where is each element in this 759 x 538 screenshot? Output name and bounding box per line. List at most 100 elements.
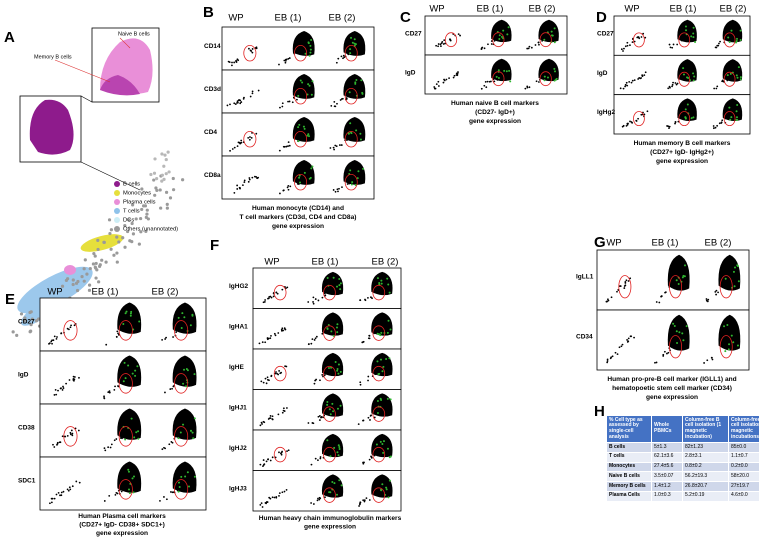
- cell-dot: [160, 179, 164, 183]
- cell-dot: [496, 79, 499, 81]
- cell-dot: [480, 87, 483, 90]
- cell-dot: [378, 329, 381, 332]
- table-cell: 3.5±0.07: [651, 471, 683, 482]
- cell-dot: [660, 295, 663, 298]
- cell-dot: [177, 328, 179, 331]
- cluster-blob: [343, 116, 366, 142]
- row-label: IgHJ2: [229, 445, 247, 452]
- cell-dot: [139, 230, 143, 234]
- cell-dot: [286, 450, 288, 453]
- highlight-circle: [118, 426, 133, 447]
- expression-dot: [338, 479, 341, 482]
- cell-dot: [365, 497, 368, 500]
- cell-dot: [103, 397, 106, 400]
- cell-dot: [363, 499, 366, 502]
- cell-dot: [609, 357, 612, 360]
- cell-dot: [483, 47, 486, 50]
- cell-dot: [312, 301, 314, 303]
- expression-dot: [309, 51, 312, 54]
- cell-dot: [236, 102, 238, 104]
- cell-dot: [175, 488, 178, 490]
- table-row: Memory B cells 1.4±1.2 26.8±20.7 27±19.7: [606, 481, 759, 492]
- highlight-circle: [372, 284, 386, 301]
- table-cell: 4.6±0.0: [728, 490, 759, 502]
- expression-dot: [388, 357, 391, 360]
- cell-dot: [182, 323, 184, 326]
- cell-dot: [103, 395, 105, 398]
- column-header: EB (1): [275, 13, 302, 24]
- expression-dot: [349, 122, 352, 125]
- cell-dot: [367, 416, 370, 419]
- cell-dot: [328, 494, 331, 496]
- cell-dot: [185, 427, 188, 430]
- expression-dot: [349, 48, 352, 51]
- expression-dot: [692, 79, 695, 82]
- expression-dot: [129, 314, 132, 317]
- cell-dot: [139, 216, 143, 221]
- cell-dot: [350, 176, 353, 179]
- cell-dot: [712, 125, 715, 127]
- expression-dot: [302, 125, 305, 128]
- cell-dot: [538, 81, 540, 83]
- cell-dot: [263, 463, 266, 466]
- cell-dot: [616, 290, 618, 293]
- cell-dot: [279, 106, 281, 109]
- row-label: CD27: [597, 30, 614, 37]
- cell-dot: [52, 339, 55, 342]
- cluster-blob: [371, 312, 393, 336]
- cell-dot: [278, 492, 281, 495]
- highlight-circle: [63, 320, 78, 341]
- cell-dot: [733, 111, 736, 114]
- cell-dot: [117, 385, 120, 388]
- cell-dot: [283, 410, 286, 412]
- cell-dot: [496, 35, 499, 38]
- table-cell: 5±1.3: [651, 442, 683, 453]
- cell-dot: [259, 503, 262, 506]
- highlight-circle: [323, 365, 336, 382]
- expression-dot: [297, 140, 300, 143]
- column-header: EB (1): [477, 4, 504, 15]
- cell-dot: [623, 285, 626, 287]
- expression-dot: [298, 174, 301, 177]
- cell-dot: [443, 79, 446, 82]
- cell-dot: [317, 415, 320, 418]
- cell-dot: [381, 289, 384, 291]
- cell-dot: [606, 358, 609, 361]
- expression-dot: [379, 358, 382, 361]
- expression-dot: [739, 29, 742, 32]
- cell-dot: [535, 80, 538, 83]
- row-label: CD27: [405, 30, 422, 37]
- cell-dot: [494, 36, 497, 39]
- cell-dot: [369, 419, 371, 421]
- cell-dot: [435, 44, 438, 47]
- cell-dot: [444, 42, 447, 45]
- cell-dot: [481, 46, 484, 49]
- cell-dot: [626, 41, 629, 44]
- cell-dot: [96, 238, 100, 242]
- cell-dot: [113, 388, 116, 391]
- cell-dot: [437, 43, 440, 45]
- cell-dot: [175, 331, 178, 333]
- expression-dot: [130, 417, 133, 420]
- cell-dot: [453, 74, 456, 77]
- caption-line: Human Plasma cell markers: [78, 513, 166, 520]
- expression-dot: [734, 266, 737, 269]
- expression-dot: [543, 38, 546, 41]
- cell-dot: [163, 496, 165, 498]
- cell-dot: [160, 173, 165, 177]
- cell-dot: [169, 388, 172, 390]
- cell-dot: [524, 87, 527, 90]
- cell-dot: [378, 493, 381, 496]
- expression-dot: [381, 483, 384, 486]
- cell-dot: [674, 344, 676, 346]
- cell-dot: [67, 489, 70, 492]
- cell-dot: [269, 415, 272, 417]
- cell-dot: [352, 51, 354, 53]
- expression-dot: [361, 91, 364, 94]
- panel-letter: C: [400, 9, 411, 26]
- cell-dot: [714, 126, 717, 129]
- expression-dot: [355, 129, 358, 132]
- cell-dot: [541, 39, 544, 42]
- cell-dot: [251, 48, 254, 50]
- cell-dot: [65, 382, 68, 385]
